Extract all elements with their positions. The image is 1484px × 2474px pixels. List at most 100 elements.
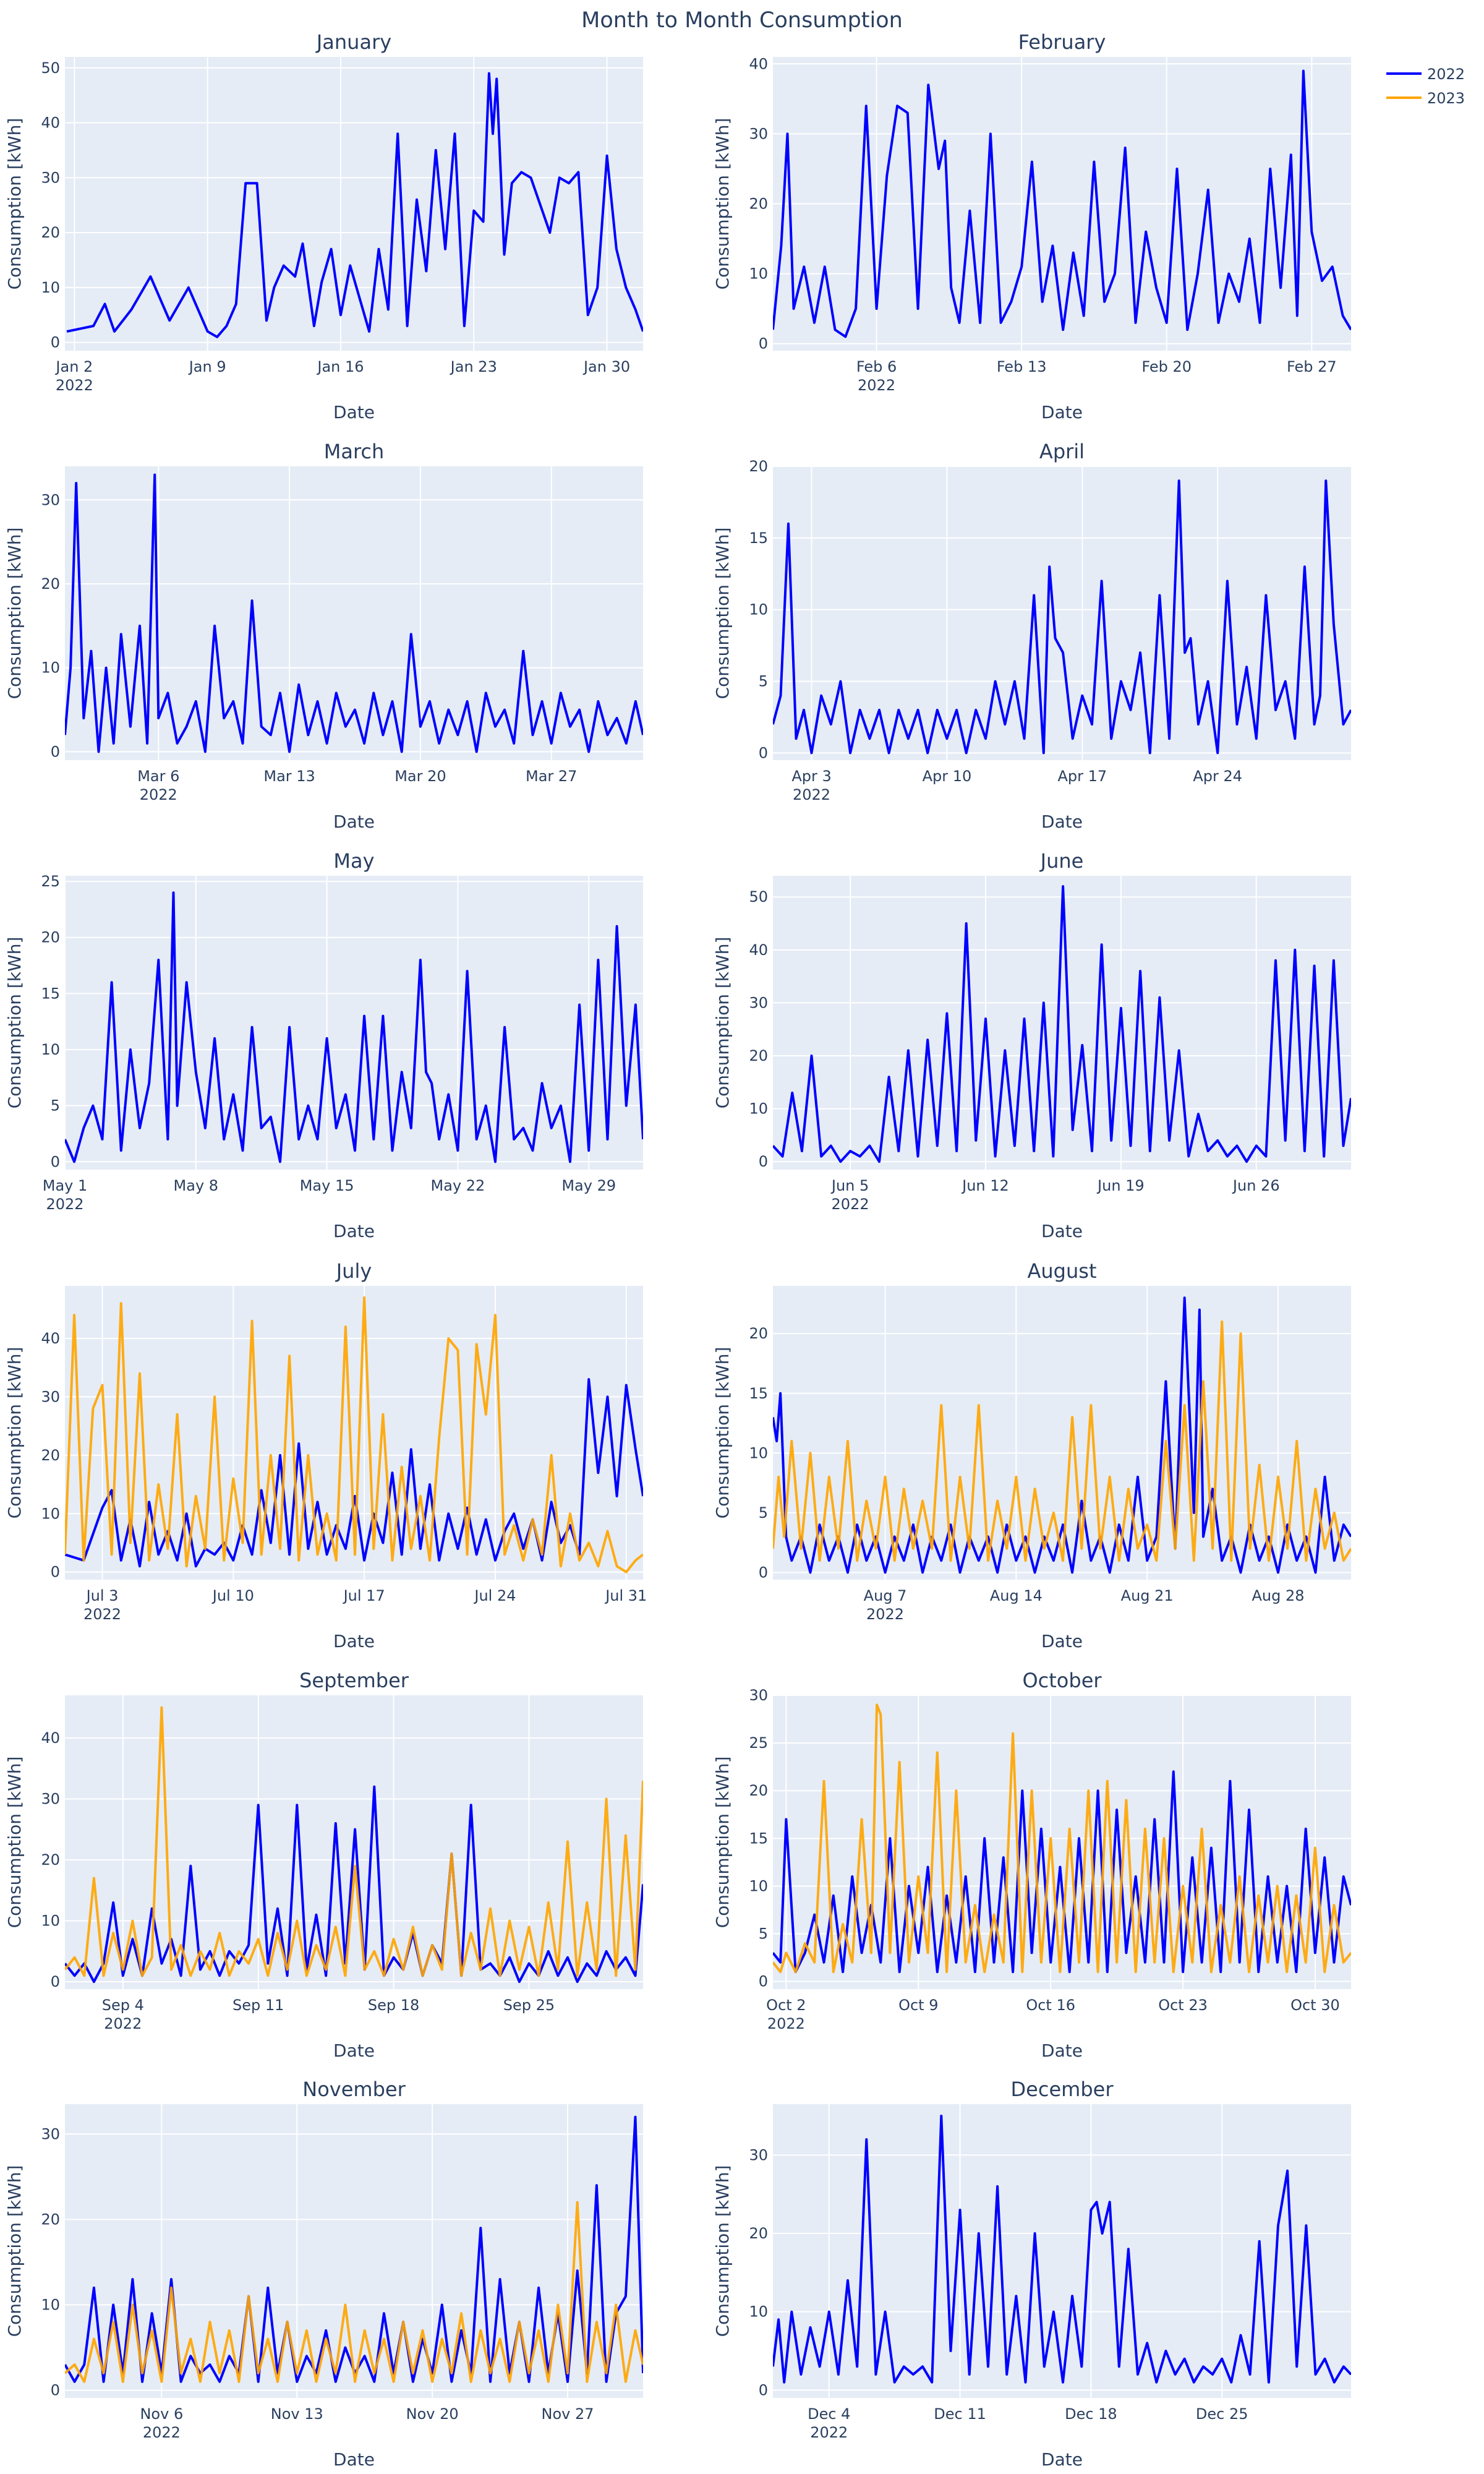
plot-background	[773, 466, 1351, 760]
x-tick-label: Apr 3	[791, 768, 831, 785]
x-tick-label: Sep 18	[368, 1997, 419, 2014]
y-tick-label: 20	[749, 1782, 768, 1799]
x-tick-label: Feb 20	[1141, 358, 1192, 375]
x-tick-label: Jan 23	[450, 358, 497, 375]
x-tick-label: Jun 5	[830, 1177, 869, 1194]
plot-background	[65, 876, 643, 1170]
subplot-june: 0 10 20 30 40 50 Jun 5 2022 Jun 12 Jun 19 Jun 26 Ju…	[712, 849, 1351, 1241]
subplot-title: August	[1028, 1259, 1097, 1283]
y-tick-label: 10	[41, 2296, 60, 2313]
x-tick-label: Dec 11	[934, 2405, 986, 2423]
x-tick-label: Oct 2	[766, 1997, 806, 2014]
x-tick-label: Dec 25	[1196, 2405, 1248, 2423]
subplot-title: May	[333, 849, 374, 873]
series-line-2022	[65, 1785, 643, 1984]
legend-label: 2022	[1427, 66, 1465, 83]
x-tick-label: Nov 27	[542, 2405, 594, 2423]
x-tick-year-label: 2022	[56, 377, 93, 394]
series-line-2022	[773, 69, 1351, 338]
subplot-august: 0 5 10 15 20 Aug 7 2022 Aug 14 Aug 21 Aug 28 Augus…	[712, 1259, 1351, 1651]
x-tick-year-label: 2022	[832, 1196, 869, 1213]
series-line-2023	[65, 2201, 643, 2383]
y-tick-label: 5	[759, 1504, 768, 1522]
y-tick-label: 20	[749, 195, 768, 213]
x-tick-label: Mar 20	[394, 768, 446, 785]
y-tick-label: 30	[41, 2125, 60, 2142]
y-tick-label: 20	[41, 224, 60, 241]
subplot-title: September	[299, 1669, 409, 1692]
x-tick-year-label: 2022	[140, 786, 177, 803]
x-tick-year-label: 2022	[866, 1606, 904, 1623]
y-tick-label: 0	[759, 744, 768, 761]
x-axis-label: Date	[1041, 402, 1083, 422]
y-tick-label: 40	[749, 55, 768, 72]
y-tick-label: 0	[51, 1973, 60, 1990]
legend-label: 2023	[1427, 90, 1465, 107]
x-tick-label: Feb 13	[997, 358, 1047, 375]
x-axis-label: Date	[1041, 1631, 1083, 1651]
x-axis-label: Date	[1041, 811, 1083, 832]
legend-entry-2023: 2023	[1386, 90, 1465, 107]
x-tick-label: Sep 25	[503, 1997, 555, 2014]
y-axis-label: Consumption [kWh]	[712, 1757, 733, 1928]
subplot-title: February	[1018, 30, 1106, 54]
x-tick-year-label: 2022	[858, 377, 895, 394]
y-tick-label: 10	[749, 265, 768, 283]
x-tick-label: Jun 12	[961, 1177, 1009, 1194]
y-tick-label: 25	[749, 1734, 768, 1752]
subplot-title: December	[1011, 2078, 1114, 2101]
y-axis-label: Consumption [kWh]	[712, 528, 733, 700]
y-tick-label: 10	[41, 1041, 60, 1058]
y-axis-label: Consumption [kWh]	[4, 937, 25, 1109]
x-tick-label: Sep 11	[232, 1997, 284, 2014]
x-tick-label: Jul 17	[343, 1587, 385, 1604]
y-tick-label: 20	[749, 1047, 768, 1064]
y-tick-label: 10	[41, 279, 60, 296]
series-group	[66, 72, 643, 338]
y-tick-label: 50	[41, 59, 60, 77]
y-tick-label: 25	[41, 873, 60, 890]
y-tick-label: 0	[51, 334, 60, 351]
series-group	[773, 1296, 1351, 1574]
y-tick-label: 50	[749, 888, 768, 905]
x-tick-label: Aug 28	[1252, 1587, 1304, 1604]
subplot-title: July	[335, 1259, 372, 1283]
x-tick-label: Dec 18	[1065, 2405, 1117, 2423]
y-tick-label: 20	[41, 1447, 60, 1464]
y-tick-label: 10	[749, 1877, 768, 1894]
series-line-2022	[66, 72, 643, 338]
x-tick-label: Nov 13	[271, 2405, 323, 2423]
x-tick-year-label: 2022	[793, 786, 830, 803]
y-tick-label: 20	[41, 929, 60, 946]
subplot-january: 0 10 20 30 40 50 Jan 2 2022 Jan 9 Jan 16 Jan 23 Jan…	[4, 30, 643, 422]
x-tick-label: Oct 30	[1290, 1997, 1340, 2014]
series-group	[65, 891, 643, 1163]
subplot-title: June	[1039, 849, 1084, 873]
y-tick-label: 20	[41, 2211, 60, 2228]
series-line-2022	[773, 479, 1351, 755]
x-tick-label: Jun 26	[1232, 1177, 1280, 1194]
y-tick-label: 15	[749, 1830, 768, 1847]
y-tick-label: 30	[41, 491, 60, 508]
x-axis-label: Date	[1041, 2449, 1083, 2470]
series-group	[65, 2115, 643, 2383]
y-tick-label: 10	[41, 1505, 60, 1522]
x-tick-year-label: 2022	[767, 2015, 805, 2032]
subplot-title: January	[315, 30, 391, 54]
series-line-2022	[773, 2115, 1351, 2384]
series-line-2023	[773, 1320, 1351, 1562]
plot-background	[773, 2104, 1351, 2398]
x-axis-label: Date	[333, 1631, 375, 1651]
series-group	[773, 479, 1351, 755]
x-tick-label: May 22	[431, 1177, 485, 1194]
x-tick-label: Feb 6	[856, 358, 897, 375]
y-tick-label: 40	[41, 1330, 60, 1347]
x-tick-label: Jan 16	[316, 358, 364, 375]
y-tick-label: 0	[759, 335, 768, 353]
series-group	[773, 69, 1351, 338]
y-tick-label: 5	[759, 1925, 768, 1943]
